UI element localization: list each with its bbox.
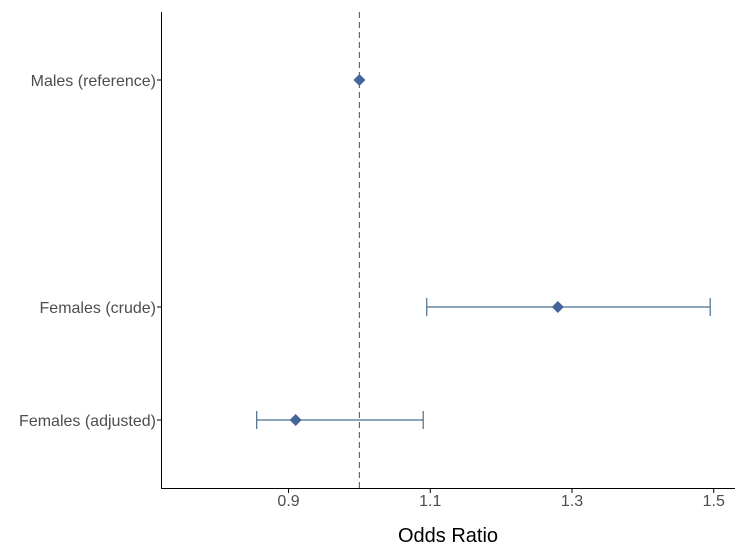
point-estimate-females-adjusted	[289, 414, 302, 426]
x-tick-label-2: 1.3	[561, 493, 583, 510]
y-tick-layer: Males (reference) Females (crude) Females …	[19, 73, 161, 430]
y-tick-label-females-crude: Females (crude)	[40, 300, 156, 317]
point-estimate-males-reference	[353, 74, 366, 86]
y-tick-label-females-adjusted: Females (adjusted)	[19, 413, 156, 430]
x-tick-layer: 0.9 1.1 1.3 1.5	[277, 488, 725, 510]
axes-layer	[161, 12, 735, 489]
x-axis-title: Odds Ratio	[398, 525, 498, 547]
point-estimate-layer	[289, 74, 564, 426]
confidence-interval-layer	[256, 298, 711, 429]
x-tick-label-1: 1.1	[419, 493, 441, 510]
y-tick-label-males-reference: Males (reference)	[31, 73, 156, 90]
point-estimate-females-crude	[551, 301, 564, 313]
x-tick-label-3: 1.5	[703, 493, 725, 510]
x-tick-label-0: 0.9	[277, 493, 299, 510]
